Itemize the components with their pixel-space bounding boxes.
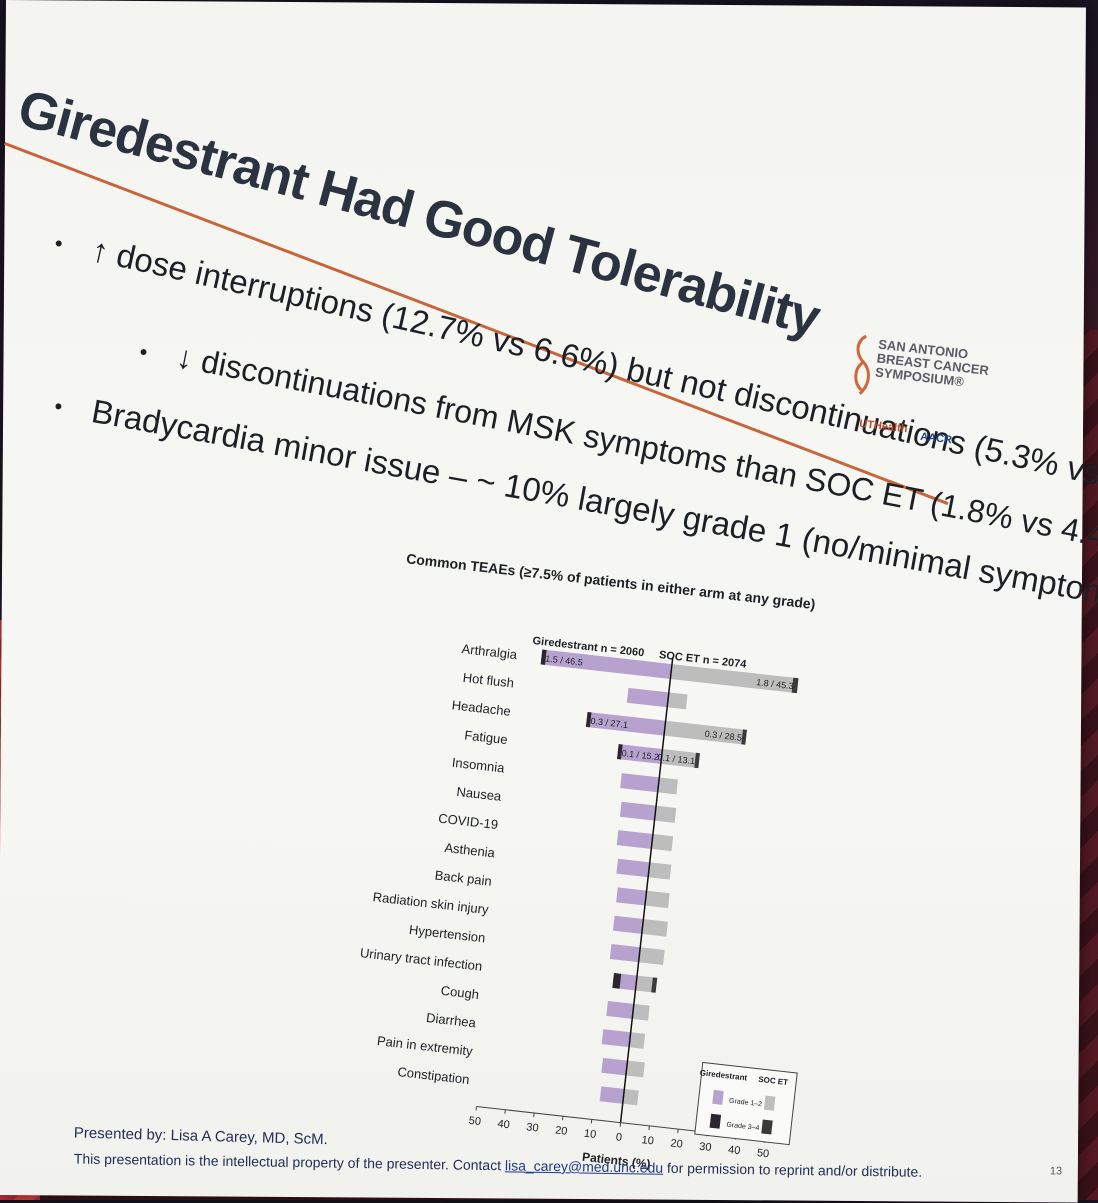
sabcs-logo: SAN ANTONIO BREAST CANCER SYMPOSIUM® UTH… <box>840 331 973 488</box>
category-label: Cough <box>440 983 480 1002</box>
legend-swatch-giredestrant <box>710 1114 721 1129</box>
x-tick-label: 30 <box>526 1121 540 1134</box>
category-label: Fatigue <box>464 727 509 747</box>
bar-giredestrant-grade12 <box>620 773 659 792</box>
x-tick-label: 20 <box>670 1137 684 1150</box>
bar-giredestrant-grade12 <box>610 944 640 962</box>
category-label: Back pain <box>434 867 492 888</box>
category-label: Radiation skin injury <box>372 889 490 917</box>
bar-giredestrant-grade12 <box>606 1001 634 1019</box>
bar-giredestrant-grade12 <box>602 1029 631 1047</box>
bar-giredestrant-grade12 <box>616 859 649 877</box>
category-label: Urinary tract infection <box>359 945 483 974</box>
bar-soc-grade12 <box>632 1004 650 1021</box>
x-tick-label: 20 <box>555 1124 569 1137</box>
bullet-marker: • <box>137 338 149 364</box>
category-label: Hypertension <box>408 922 486 945</box>
bar-soc-grade12 <box>642 919 668 937</box>
x-tick-label: 50 <box>756 1147 770 1160</box>
bar-soc-grade12 <box>639 947 665 965</box>
legend-swatch-giredestrant <box>712 1090 723 1105</box>
category-label: Headache <box>451 697 512 719</box>
x-tick-label: 0 <box>615 1131 622 1144</box>
logo-partner-aacr: AACR <box>920 431 953 446</box>
category-label: Nausea <box>456 784 503 804</box>
bar-soc-grade12 <box>626 1061 645 1078</box>
teae-butterfly-chart: Common TEAEs (≥7.5% of patients in eithe… <box>307 538 930 1197</box>
category-label: Diarrhea <box>425 1010 477 1031</box>
footer-email-link[interactable]: lisa_carey@med.unc.edu <box>505 1157 663 1175</box>
x-tick-label: 40 <box>497 1118 511 1131</box>
bar-giredestrant-grade12 <box>620 802 656 821</box>
x-tick-label: 10 <box>641 1134 655 1147</box>
category-label: Hot flush <box>462 670 515 691</box>
legend-swatch-soc <box>761 1120 772 1135</box>
category-label: Pain in extremity <box>376 1033 474 1059</box>
footer-note-prefix: This presentation is the intellectual pr… <box>74 1151 505 1174</box>
bar-soc-grade12 <box>667 692 687 709</box>
bar-soc-grade12 <box>651 834 673 851</box>
bar-giredestrant-grade12 <box>613 916 643 934</box>
chart-title: Common TEAEs (≥7.5% of patients in eithe… <box>406 550 817 612</box>
bar-giredestrant-grade12 <box>617 830 653 849</box>
legend-swatch-soc <box>764 1096 775 1111</box>
bar-soc-grade12 <box>645 891 670 908</box>
teae-chart: Common TEAEs (≥7.5% of patients in eithe… <box>307 538 930 1197</box>
bar-giredestrant-grade12 <box>616 887 646 905</box>
slide-number: 13 <box>1050 1165 1062 1177</box>
bullet-marker: • <box>52 394 64 420</box>
x-tick-label: 30 <box>699 1141 713 1154</box>
footer-presenter: Presented by: Lisa A Carey, MD, ScM. <box>74 1125 328 1149</box>
bar-soc-grade12 <box>658 777 678 794</box>
bar-soc-grade12 <box>623 1089 639 1106</box>
bullet-marker: • <box>52 230 65 256</box>
bar-giredestrant-grade12 <box>601 1058 627 1076</box>
bar-soc-grade12 <box>648 862 671 879</box>
bar-giredestrant-grade12 <box>627 688 669 707</box>
x-tick-label: 40 <box>727 1144 741 1157</box>
category-label: Asthenia <box>444 840 497 861</box>
bar-soc-grade12 <box>629 1032 645 1049</box>
category-label: Arthralgia <box>461 641 519 662</box>
category-label: COVID-19 <box>438 811 499 833</box>
bar-soc-grade12 <box>654 806 676 823</box>
x-tick-label: 50 <box>468 1115 482 1128</box>
logo-partner-uthealth: UTHealth <box>859 418 908 435</box>
x-tick-label: 10 <box>583 1128 597 1141</box>
category-label: Constipation <box>397 1064 471 1087</box>
bar-giredestrant-grade12 <box>600 1086 625 1103</box>
category-label: Insomnia <box>451 755 506 776</box>
